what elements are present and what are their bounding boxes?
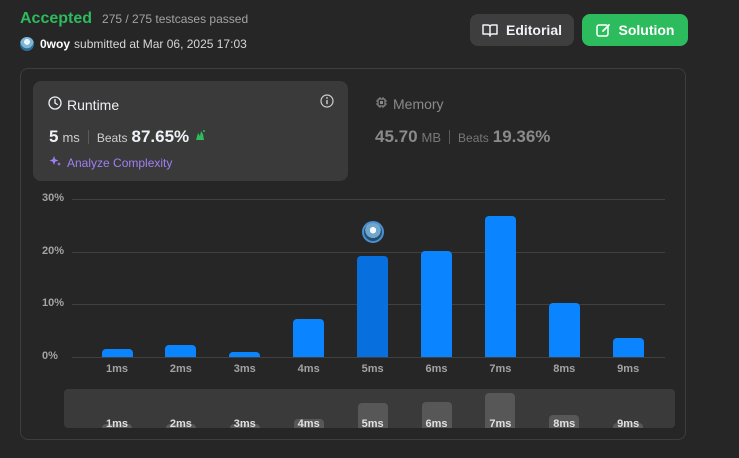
chart-bar-2ms[interactable] bbox=[165, 345, 197, 357]
runtime-beats-percent: 87.65% bbox=[131, 127, 190, 146]
minimap-label: 3ms bbox=[233, 418, 256, 428]
y-tick-label: 20% bbox=[42, 244, 65, 257]
clock-icon bbox=[48, 96, 62, 113]
minimap-bar bbox=[613, 423, 644, 428]
your-submission-avatar-marker[interactable] bbox=[361, 220, 384, 243]
editorial-button[interactable]: Editorial bbox=[470, 14, 574, 46]
submission-header: Accepted 275 / 275 testcases passed 0woy… bbox=[20, 10, 248, 51]
edit-icon bbox=[595, 23, 611, 38]
book-icon bbox=[482, 23, 498, 37]
analyze-label: Analyze Complexity bbox=[67, 156, 173, 170]
minimap-label: 9ms bbox=[617, 418, 640, 428]
memory-value: 45.70 bbox=[375, 127, 418, 146]
minimap-bar bbox=[102, 424, 132, 428]
y-tick-label: 30% bbox=[42, 192, 65, 204]
x-tick-label: 4ms bbox=[297, 363, 320, 375]
minimap-bar bbox=[293, 418, 324, 428]
runtime-unit: ms bbox=[62, 130, 80, 145]
runtime-title: Runtime bbox=[48, 96, 119, 113]
x-tick-label: 5ms bbox=[361, 363, 384, 375]
minimap-label: 1ms bbox=[105, 418, 129, 428]
chart-bar-6ms[interactable] bbox=[421, 251, 452, 357]
solution-label: Solution bbox=[618, 22, 675, 38]
x-tick-label: 6ms bbox=[425, 363, 448, 375]
minimap-label: 8ms bbox=[553, 418, 576, 428]
editorial-label: Editorial bbox=[505, 22, 562, 38]
divider bbox=[449, 130, 451, 144]
chart-range-minimap[interactable]: 1ms 2ms 3ms 4ms 5ms 6ms 7ms 8ms 9ms bbox=[64, 389, 675, 428]
runtime-beats-label: Beats bbox=[96, 131, 128, 145]
clap-icon bbox=[193, 128, 207, 147]
minimap-bar bbox=[485, 393, 516, 428]
x-tick-label: 8ms bbox=[553, 363, 576, 375]
sparkle-icon bbox=[49, 155, 62, 171]
minimap-bar bbox=[357, 402, 388, 428]
divider bbox=[87, 130, 89, 144]
y-tick-label: 0% bbox=[42, 350, 58, 362]
runtime-value: 5 bbox=[49, 127, 59, 146]
status-line: Accepted 275 / 275 testcases passed bbox=[20, 10, 248, 28]
minimap-label: 4ms bbox=[297, 418, 320, 428]
chart-bar-1ms[interactable] bbox=[101, 349, 133, 357]
minimap-bar bbox=[229, 424, 260, 428]
gridline bbox=[72, 357, 665, 358]
runtime-title-label: Runtime bbox=[67, 96, 120, 113]
minimap-label: 6ms bbox=[425, 418, 448, 428]
x-tick-label: 1ms bbox=[105, 363, 129, 375]
minimap-bar bbox=[549, 414, 580, 428]
solution-button[interactable]: Solution bbox=[582, 14, 688, 46]
runtime-metrics: 5 ms Beats 87.65% bbox=[49, 127, 207, 147]
submitted-at: submitted at Mar 06, 2025 17:03 bbox=[74, 37, 247, 51]
minimap-label: 7ms bbox=[489, 418, 512, 428]
chart-bar-9ms[interactable] bbox=[612, 338, 644, 357]
accepted-status: Accepted bbox=[20, 10, 93, 27]
minimap-label: 5ms bbox=[361, 418, 384, 428]
x-tick-label: 9ms bbox=[617, 363, 640, 375]
memory-card[interactable]: Memory 45.70 MB Beats 19.36% bbox=[375, 81, 675, 181]
gridline bbox=[72, 251, 665, 253]
y-tick-label: 10% bbox=[42, 297, 65, 310]
gridline bbox=[72, 199, 665, 200]
memory-unit: MB bbox=[421, 130, 442, 145]
x-tick-label: 3ms bbox=[233, 363, 256, 375]
memory-title-label: Memory bbox=[393, 96, 444, 112]
memory-title: Memory bbox=[375, 96, 444, 112]
chip-icon bbox=[375, 96, 388, 112]
chart-bar-5ms[interactable] bbox=[357, 255, 389, 357]
analyze-complexity-link[interactable]: Analyze Complexity bbox=[49, 155, 172, 171]
avatar[interactable] bbox=[20, 37, 34, 51]
username-link[interactable]: 0woy bbox=[40, 37, 71, 51]
chart-bar-7ms[interactable] bbox=[484, 215, 516, 357]
runtime-card[interactable]: Runtime 5 ms Beats 87.65% Analyze Comple… bbox=[33, 81, 348, 181]
chart-bar-4ms[interactable] bbox=[293, 318, 325, 357]
memory-metrics: 45.70 MB Beats 19.36% bbox=[375, 127, 550, 147]
minimap-label: 2ms bbox=[169, 418, 192, 428]
minimap-bar bbox=[165, 424, 196, 428]
x-tick-label: 7ms bbox=[489, 363, 512, 375]
memory-beats-label: Beats bbox=[458, 131, 489, 145]
minimap-bar bbox=[421, 401, 452, 428]
memory-beats-percent: 19.36% bbox=[492, 127, 551, 146]
testcases-passed: 275 / 275 testcases passed bbox=[102, 12, 249, 26]
submission-info: 0woy submitted at Mar 06, 2025 17:03 bbox=[20, 37, 248, 51]
result-panel bbox=[20, 68, 686, 440]
x-tick-label: 2ms bbox=[169, 363, 192, 375]
info-icon[interactable] bbox=[320, 94, 334, 113]
chart-bar-8ms[interactable] bbox=[548, 302, 580, 357]
chart-bar-3ms[interactable] bbox=[229, 351, 261, 357]
